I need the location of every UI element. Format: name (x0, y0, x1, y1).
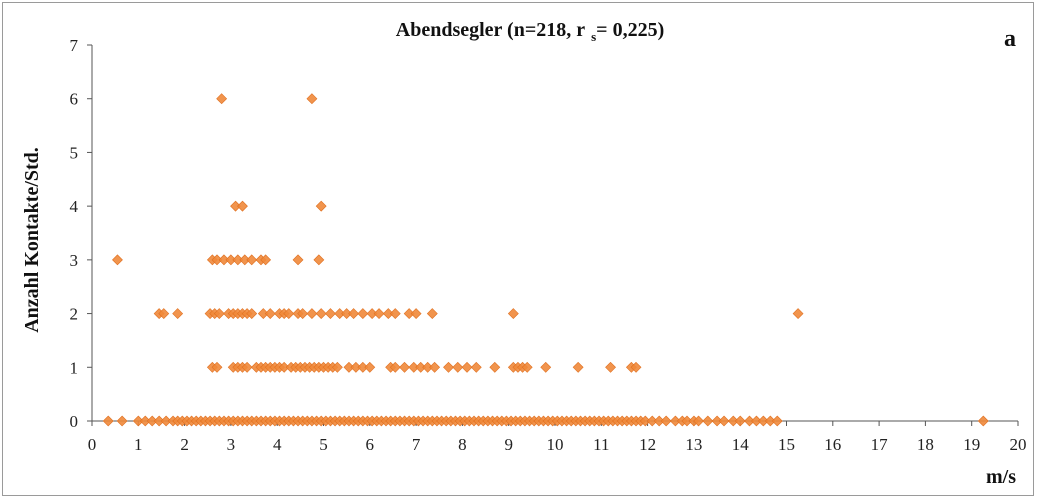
data-point (507, 308, 519, 319)
data-point (216, 93, 228, 105)
data-point (112, 254, 123, 266)
x-tick-label: 20 (1010, 435, 1027, 454)
data-point (172, 308, 184, 319)
data-point (399, 361, 410, 373)
data-point (246, 308, 258, 319)
data-point (605, 361, 616, 373)
data-point (443, 361, 454, 373)
data-point (426, 308, 438, 319)
x-tick-label: 9 (504, 435, 513, 454)
x-tick-label: 3 (227, 435, 236, 454)
data-point (734, 415, 746, 427)
x-tick-label: 6 (366, 435, 375, 454)
chart-title-subscript: s (591, 29, 596, 44)
x-tick-label: 18 (917, 435, 934, 454)
data-point (540, 361, 552, 373)
data-points (102, 93, 989, 427)
data-point (241, 361, 253, 373)
data-point (429, 361, 441, 373)
data-point (313, 254, 325, 266)
data-point (211, 361, 223, 373)
x-tick-label: 14 (732, 435, 750, 454)
data-point (292, 254, 304, 266)
x-tick-label: 12 (639, 435, 656, 454)
data-point (102, 415, 114, 427)
data-point (977, 415, 989, 427)
x-tick-label: 16 (824, 435, 841, 454)
y-tick-label: 1 (70, 358, 79, 377)
x-tick-label: 2 (180, 435, 189, 454)
chart-title: Abendsegler (n=218, r s= 0,225) (396, 19, 664, 44)
chart-title-main: Abendsegler (n=218, r (396, 19, 585, 41)
x-axis-label: m/s (986, 466, 1016, 488)
chart-title-suffix: = 0,225) (596, 19, 664, 41)
y-tick-label: 4 (70, 197, 79, 216)
data-point (771, 415, 783, 427)
x-tick-label: 19 (963, 435, 980, 454)
data-point (461, 361, 473, 373)
y-tick-label: 6 (70, 90, 79, 109)
data-point (116, 415, 128, 427)
x-tick-label: 8 (458, 435, 467, 454)
y-tick-label: 3 (70, 251, 79, 270)
data-point (572, 361, 584, 373)
x-tick-label: 11 (593, 435, 609, 454)
x-tick-label: 5 (319, 435, 328, 454)
data-point (364, 361, 376, 373)
data-point (373, 308, 385, 319)
x-tick-label: 1 (134, 435, 143, 454)
x-tick-label: 0 (88, 435, 97, 454)
y-tick-label: 5 (70, 143, 79, 162)
data-point (660, 415, 672, 427)
data-point (693, 415, 704, 427)
data-point (357, 308, 369, 319)
data-point (158, 308, 170, 319)
data-point (489, 361, 501, 373)
data-point (315, 308, 327, 319)
x-tick-label: 10 (547, 435, 564, 454)
x-tick-label: 7 (412, 435, 421, 454)
y-axis-label: Anzahl Kontakte/Std. (21, 147, 43, 333)
x-tick-label: 17 (871, 435, 889, 454)
data-point (470, 361, 482, 373)
data-point (718, 415, 730, 427)
y-tick-label: 2 (70, 305, 79, 324)
data-point (521, 361, 533, 373)
data-point (630, 361, 642, 373)
data-point (325, 308, 336, 319)
data-point (702, 415, 714, 427)
data-point (246, 254, 258, 266)
data-point (237, 200, 248, 212)
data-point (389, 361, 401, 373)
data-point (389, 308, 401, 319)
x-tick-label: 15 (778, 435, 795, 454)
data-point (297, 308, 309, 319)
data-point (306, 93, 318, 105)
data-point (792, 308, 804, 319)
data-point (348, 308, 360, 319)
y-tick-label: 0 (70, 412, 79, 431)
data-point (306, 308, 318, 319)
x-tick-label: 13 (685, 435, 702, 454)
panel-label: a (1004, 26, 1016, 52)
data-point (452, 361, 464, 373)
y-tick-label: 7 (70, 36, 79, 55)
data-point (213, 308, 225, 319)
x-tick-label: 4 (273, 435, 282, 454)
data-point (283, 308, 295, 319)
data-point (260, 254, 272, 266)
data-point (331, 361, 343, 373)
data-point (410, 308, 422, 319)
data-point (264, 308, 276, 319)
data-point (315, 200, 327, 212)
